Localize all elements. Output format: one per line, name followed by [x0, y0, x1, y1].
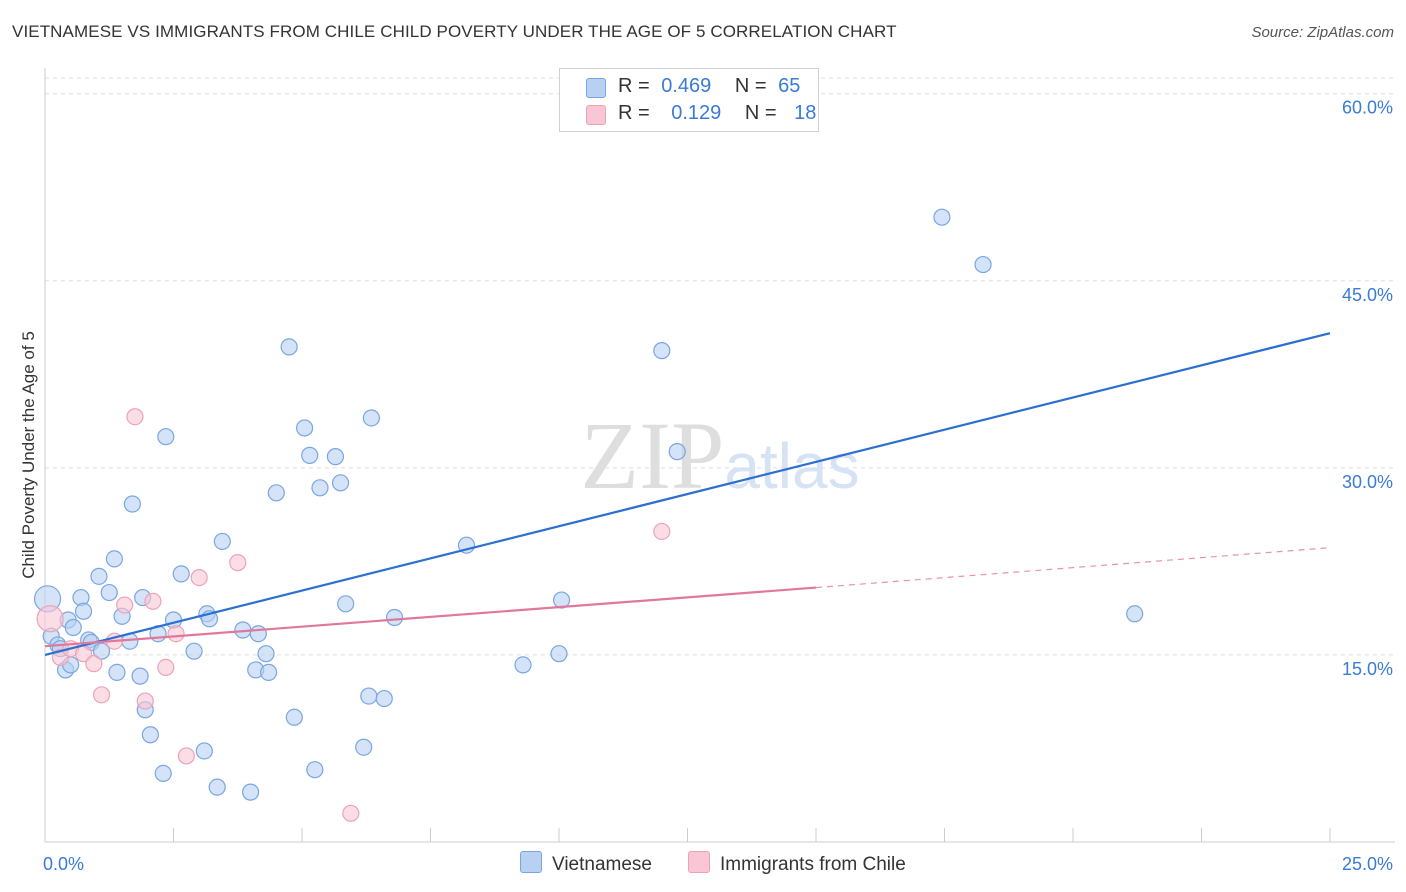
- data-point-vietnamese: [362, 409, 380, 427]
- data-point-chile: [136, 692, 154, 710]
- data-point-chile: [177, 747, 195, 765]
- data-point-vietnamese: [141, 726, 159, 744]
- data-point-vietnamese: [653, 342, 671, 360]
- data-point-vietnamese: [242, 783, 260, 801]
- data-point-vietnamese: [301, 446, 319, 464]
- correlation-legend: R = 0.469 N = 65 R = 0.129 N = 18: [559, 68, 819, 132]
- y-tick-label: 30.0%: [1342, 472, 1393, 492]
- bottom-legend-chile: Immigrants from Chile: [688, 851, 906, 876]
- bottom-legend-label: Immigrants from Chile: [720, 854, 906, 875]
- trend-lines: [44, 332, 1331, 656]
- data-point-vietnamese: [552, 591, 571, 609]
- x-tick-label: 25.0%: [1342, 854, 1393, 874]
- trend-line-chile-extension: [815, 547, 1331, 589]
- data-point-vietnamese: [385, 608, 404, 627]
- data-point-vietnamese: [668, 443, 686, 461]
- data-point-vietnamese: [105, 550, 123, 568]
- data-point-vietnamese: [285, 708, 303, 726]
- chart-title: VIETNAMESE VS IMMIGRANTS FROM CHILE CHIL…: [12, 22, 897, 41]
- data-point-vietnamese: [185, 642, 203, 660]
- data-point-vietnamese: [92, 642, 111, 660]
- watermark-atlas: atlas: [724, 430, 859, 502]
- data-point-chile: [653, 522, 671, 541]
- data-point-vietnamese: [311, 479, 329, 497]
- data-point-chile: [126, 408, 144, 426]
- data-point-chile: [85, 655, 103, 673]
- data-point-chile: [229, 554, 247, 572]
- data-point-vietnamese: [131, 667, 149, 685]
- data-point-vietnamese: [172, 565, 190, 583]
- bottom-legend-vietnamese: Vietnamese: [520, 851, 652, 876]
- trend-line-vietnamese: [44, 332, 1331, 656]
- data-point-vietnamese: [267, 484, 285, 502]
- data-point-vietnamese: [1126, 605, 1144, 623]
- data-points: [33, 208, 1144, 822]
- x-tick-label: 0.0%: [43, 854, 84, 874]
- watermark-zip: ZIP: [580, 402, 724, 509]
- legend-swatch-blue: [586, 78, 606, 98]
- data-point-vietnamese: [360, 687, 378, 705]
- data-point-vietnamese: [154, 764, 172, 783]
- y-tick-label: 15.0%: [1342, 659, 1393, 679]
- data-point-vietnamese: [974, 255, 992, 274]
- data-point-chile: [190, 569, 208, 587]
- data-point-vietnamese: [337, 595, 355, 613]
- data-point-chile: [157, 658, 175, 676]
- data-point-vietnamese: [90, 567, 108, 585]
- data-point-vietnamese: [123, 495, 141, 513]
- data-point-vietnamese: [331, 474, 350, 492]
- data-point-vietnamese: [249, 625, 267, 643]
- watermark: ZIPatlas: [580, 402, 859, 509]
- data-point-vietnamese: [257, 645, 275, 663]
- source-label: Source: ZipAtlas.com: [1251, 24, 1394, 41]
- trend-line-chile: [44, 586, 817, 648]
- data-point-vietnamese: [933, 208, 951, 226]
- data-point-vietnamese: [550, 645, 568, 663]
- axes: [44, 68, 1395, 843]
- data-point-vietnamese: [306, 761, 324, 779]
- y-axis-title: Child Poverty Under the Age of 5: [19, 331, 38, 579]
- data-point-chile: [116, 596, 134, 614]
- legend-n-value: 18: [794, 102, 817, 124]
- y-tick-label: 45.0%: [1342, 285, 1393, 305]
- bottom-legend-swatch-blue: [520, 851, 542, 873]
- legend-r-label: R =: [618, 102, 650, 124]
- data-point-vietnamese: [157, 428, 175, 446]
- data-point-vietnamese: [280, 338, 298, 356]
- data-point-vietnamese: [195, 742, 213, 760]
- data-point-vietnamese: [259, 663, 278, 681]
- bottom-legend-swatch-pink: [688, 851, 710, 873]
- data-point-vietnamese: [213, 532, 231, 551]
- data-point-vietnamese: [108, 663, 126, 681]
- data-point-chile: [144, 592, 162, 610]
- data-point-chile: [167, 625, 185, 643]
- legend-r-value: 0.469: [661, 75, 712, 97]
- data-point-vietnamese: [355, 738, 373, 756]
- data-point-vietnamese: [64, 618, 82, 637]
- legend-r-value: 0.129: [671, 102, 722, 124]
- legend-r-label: R =: [618, 75, 650, 97]
- y-tick-label: 60.0%: [1342, 98, 1393, 118]
- data-point-chile: [342, 804, 360, 822]
- legend-n-label: N =: [744, 102, 777, 124]
- data-point-vietnamese: [74, 602, 93, 620]
- axis-labels: 15.0% 30.0% 45.0% 60.0% 0.0% 25.0% Child Pover…: [19, 98, 1393, 874]
- legend-swatch-pink: [586, 105, 606, 125]
- legend-n-value: 65: [778, 75, 801, 97]
- data-point-vietnamese: [375, 689, 393, 708]
- data-point-vietnamese: [100, 583, 118, 602]
- data-point-vietnamese: [514, 656, 532, 674]
- data-point-vietnamese: [295, 419, 314, 437]
- legend-n-label: N =: [734, 75, 767, 97]
- bottom-legend-label: Vietnamese: [552, 854, 652, 875]
- data-point-chile: [92, 686, 111, 704]
- data-point-vietnamese: [326, 448, 345, 466]
- data-point-vietnamese: [208, 778, 226, 796]
- data-point-chile: [36, 605, 64, 633]
